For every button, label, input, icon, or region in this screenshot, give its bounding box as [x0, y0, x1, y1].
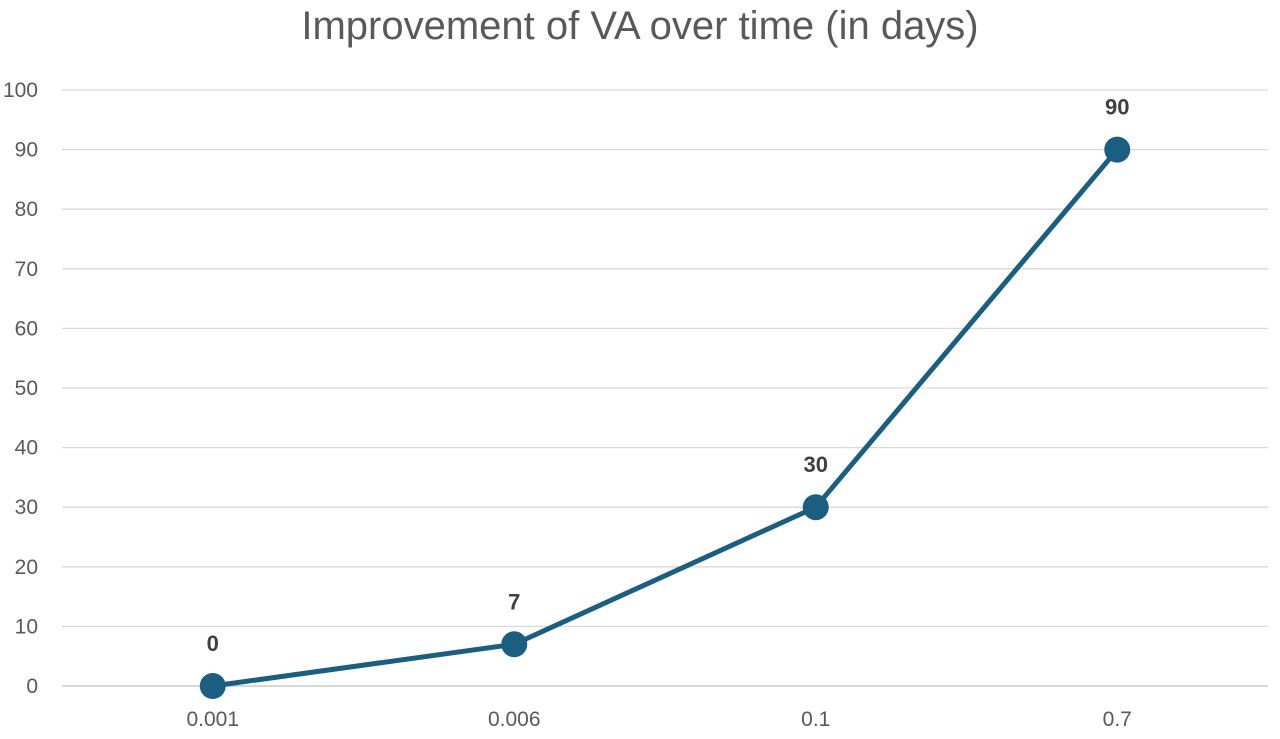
- data-labels: 0 7 30 90: [207, 95, 1130, 656]
- data-label: 7: [508, 589, 520, 614]
- series-points: [199, 136, 1131, 699]
- y-tick-label: 20: [15, 556, 38, 579]
- y-tick-label: 100: [3, 79, 38, 102]
- y-tick-label: 30: [15, 496, 38, 519]
- y-tick-label: 50: [15, 377, 38, 400]
- x-axis-tick-labels: 0.001 0.006 0.1 0.7: [186, 708, 1131, 731]
- y-tick-label: 10: [15, 615, 38, 638]
- data-point: [501, 631, 528, 658]
- data-label: 90: [1105, 95, 1129, 120]
- data-label: 30: [804, 452, 828, 477]
- y-axis-tick-labels: 0 10 20 30 40 50 60 70 80 90 100: [3, 79, 38, 698]
- data-point: [199, 673, 226, 699]
- y-tick-label: 40: [15, 437, 38, 460]
- y-tick-label: 70: [15, 258, 38, 281]
- x-tick-label: 0.7: [1103, 708, 1132, 731]
- x-tick-label: 0.1: [801, 708, 830, 731]
- series-line: [210, 147, 1120, 689]
- y-tick-label: 80: [15, 198, 38, 221]
- y-tick-label: 90: [15, 139, 38, 162]
- data-point: [802, 494, 829, 521]
- gridlines: [62, 89, 1268, 687]
- chart-title: Improvement of VA over time (in days): [301, 4, 979, 48]
- x-tick-label: 0.001: [186, 708, 239, 731]
- y-tick-label: 0: [26, 675, 38, 698]
- data-point: [1104, 136, 1131, 163]
- series-lines: [210, 147, 1120, 689]
- x-tick-label: 0.006: [488, 708, 541, 731]
- data-label: 0: [207, 631, 219, 656]
- y-tick-label: 60: [15, 317, 38, 340]
